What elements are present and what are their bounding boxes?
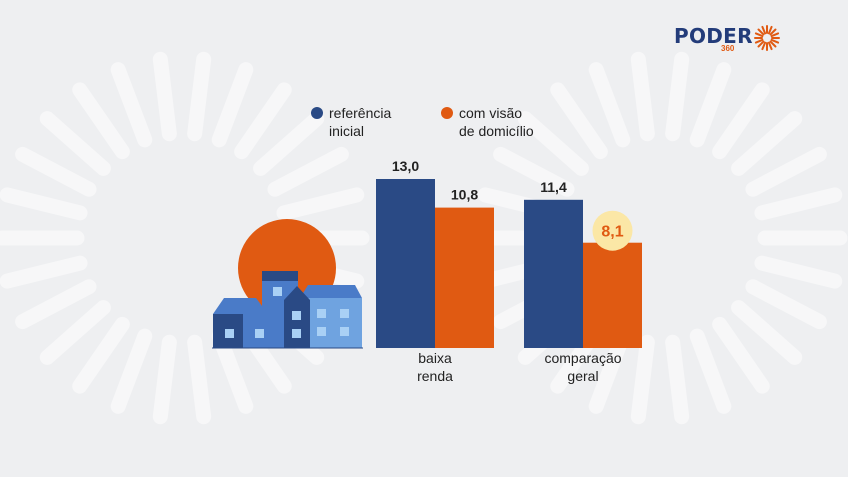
highlight-circle [592, 210, 633, 251]
burst-ray [39, 111, 111, 176]
burst-ray [517, 111, 589, 176]
burst-ray [152, 51, 177, 142]
window [273, 287, 282, 296]
logo-ray [770, 32, 779, 38]
burst-ray [665, 334, 690, 425]
burst-ray [110, 62, 153, 148]
burst-ray [630, 334, 655, 425]
window [255, 329, 264, 338]
logo-ray [767, 41, 773, 51]
house-right-roof [300, 285, 362, 298]
burst-ray [712, 316, 770, 394]
window [317, 309, 326, 318]
legend-label-0: referência [329, 105, 391, 121]
house-right [308, 298, 362, 348]
bar-1-0 [435, 207, 494, 348]
bar-0-1 [524, 199, 583, 348]
window [317, 327, 326, 336]
logo-ray [754, 32, 764, 38]
burst-ray [493, 146, 575, 197]
bar-0-0 [376, 179, 435, 348]
logo-ray [769, 40, 777, 48]
burst-ray [187, 334, 212, 425]
burst-ray [253, 111, 325, 176]
burst-ray [110, 328, 153, 414]
burst-ray [0, 255, 88, 289]
legend-label-1: com visão [459, 105, 522, 121]
category-label: geral [567, 368, 598, 384]
burst-ray [211, 62, 254, 148]
burst-ray [754, 255, 843, 289]
legend-label-0: inicial [329, 123, 364, 139]
house-mid [284, 300, 310, 348]
burst-ray [72, 316, 130, 394]
burst-ray [276, 187, 365, 221]
logo-sub: 360 [721, 44, 735, 53]
logo-ray [761, 41, 766, 51]
data-label: 10,8 [451, 187, 478, 203]
burst-ray [588, 62, 631, 148]
window [225, 329, 234, 338]
logo-ray [754, 38, 764, 44]
burst-ray [731, 111, 803, 176]
burst-ray [665, 51, 690, 142]
burst-ray [15, 279, 97, 330]
burst-ray [689, 62, 732, 148]
legend-marker-1 [441, 107, 453, 119]
logo-ray [757, 40, 765, 48]
houses-icon [212, 219, 363, 349]
burst-ray [731, 300, 803, 365]
window [340, 327, 349, 336]
data-label: 11,4 [540, 179, 567, 195]
category-label: comparação [544, 350, 621, 366]
burst-ray [689, 328, 732, 414]
logo-ray [769, 28, 777, 36]
category-label: renda [417, 368, 453, 384]
house-back-roof [262, 271, 298, 281]
burst-ray [745, 146, 827, 197]
burst-ray [15, 146, 97, 197]
legend-marker-0 [311, 107, 323, 119]
plot-area: 13,0 10,8 baixa renda 11,4 8,1 comparação geral [376, 158, 642, 384]
bar-1-1 [583, 242, 642, 348]
burst-ray [267, 146, 349, 197]
burst-ray [39, 300, 111, 365]
burst-ray [234, 82, 292, 160]
window [292, 311, 301, 320]
legend-label-1: de domicílio [459, 123, 534, 139]
brand-logo: PODER 360 [674, 24, 780, 53]
house-left-roof [213, 298, 268, 314]
burst-ray [745, 279, 827, 330]
logo-text: PODER [674, 24, 753, 48]
burst-ray [712, 82, 770, 160]
burst-ray [754, 187, 843, 221]
burst-ray [72, 82, 130, 160]
logo-ray [757, 28, 765, 36]
sun-logo-icon [753, 25, 780, 51]
logo-ray [770, 38, 779, 44]
window [292, 329, 301, 338]
house-mid-roof [284, 286, 310, 300]
data-label: 13,0 [392, 158, 419, 174]
burst-ray [630, 51, 655, 142]
burst-ray [0, 187, 88, 221]
logo-ray [761, 25, 766, 35]
burst-ray [550, 82, 608, 160]
category-label: baixa [418, 350, 452, 366]
data-label: 8,1 [601, 224, 623, 241]
window [340, 309, 349, 318]
chart-legend: referência inicial com visão de domicílio [311, 105, 534, 139]
logo-ray [767, 25, 773, 35]
burst-ray [187, 51, 212, 142]
burst-ray [152, 334, 177, 425]
